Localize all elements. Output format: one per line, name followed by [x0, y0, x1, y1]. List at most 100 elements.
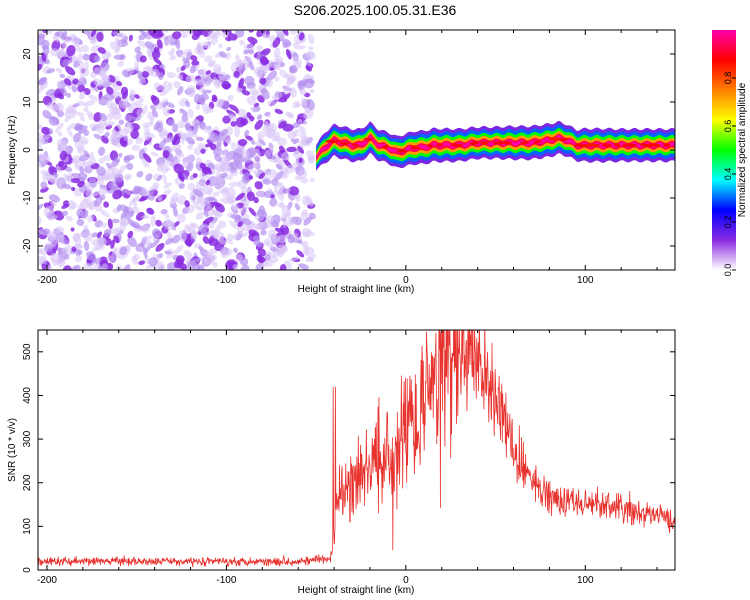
noise-speckle	[282, 42, 289, 49]
ridge-peak	[427, 144, 434, 148]
noise-speckle	[258, 256, 266, 264]
noise-speckle	[137, 70, 143, 79]
noise-speckle	[109, 134, 119, 145]
noise-speckle	[286, 146, 297, 153]
noise-speckle	[204, 196, 216, 201]
noise-speckle	[197, 142, 205, 150]
noise-speckle	[205, 251, 213, 260]
noise-speckle	[61, 30, 68, 41]
noise-speckle	[277, 137, 287, 146]
noise-speckle	[72, 111, 85, 116]
noise-speckle	[77, 84, 86, 93]
noise-speckle	[150, 151, 159, 157]
noise-speckle	[75, 249, 82, 257]
noise-speckle	[122, 69, 130, 78]
noise-speckle	[133, 197, 139, 203]
noise-speckle	[187, 182, 196, 191]
noise-speckle	[203, 186, 214, 195]
noise-speckle	[270, 194, 275, 199]
noise-speckle	[177, 171, 185, 182]
noise-speckle	[297, 118, 303, 124]
noise-speckle	[114, 226, 123, 236]
noise-speckle	[273, 47, 281, 58]
snr-series-line	[38, 330, 675, 568]
noise-speckle	[151, 68, 160, 78]
noise-speckle	[274, 108, 284, 115]
noise-speckle	[61, 183, 72, 190]
noise-speckle	[95, 245, 105, 251]
noise-speckle	[233, 230, 243, 240]
noise-speckle	[83, 240, 90, 252]
snr-y-tick-label: 500	[22, 343, 33, 360]
noise-speckle	[225, 155, 231, 163]
noise-speckle	[151, 49, 161, 59]
noise-speckle	[114, 36, 122, 48]
snr-y-tick-label: 0	[22, 567, 33, 573]
noise-speckle	[48, 128, 54, 134]
noise-speckle	[61, 87, 67, 97]
noise-speckle	[126, 162, 134, 171]
noise-speckle	[163, 182, 173, 189]
noise-speckle	[306, 99, 315, 111]
noise-speckle	[211, 96, 218, 103]
noise-speckle	[162, 173, 168, 185]
noise-speckle	[215, 98, 225, 108]
noise-speckle	[197, 264, 205, 270]
ridge-peak	[573, 143, 589, 147]
noise-speckle	[289, 87, 297, 98]
noise-speckle	[192, 123, 199, 135]
noise-speckle	[56, 131, 63, 137]
noise-speckle	[93, 196, 103, 207]
noise-speckle	[83, 224, 89, 230]
noise-speckle	[195, 211, 205, 220]
noise-speckle	[287, 112, 294, 119]
noise-speckle	[253, 235, 261, 242]
noise-speckle	[176, 49, 186, 59]
noise-speckle	[268, 142, 274, 149]
noise-speckle	[108, 181, 118, 191]
noise-speckle	[63, 173, 72, 184]
noise-speckle	[123, 264, 131, 270]
noise-speckle	[194, 44, 205, 55]
noise-speckle	[228, 181, 240, 187]
noise-speckle	[183, 60, 191, 69]
noise-speckle	[105, 50, 112, 58]
noise-speckle	[283, 92, 291, 101]
spectrogram-y-tick-label: -20	[22, 238, 33, 253]
noise-speckle	[132, 189, 141, 195]
noise-speckle	[44, 134, 50, 140]
noise-speckle	[212, 63, 222, 75]
noise-speckle	[250, 138, 256, 145]
noise-speckle	[195, 104, 201, 110]
ridge-peak	[396, 149, 408, 153]
noise-speckle	[70, 177, 80, 184]
noise-speckle	[238, 77, 245, 89]
noise-speckle	[309, 88, 315, 94]
noise-speckle	[305, 50, 315, 58]
noise-speckle	[275, 244, 287, 255]
noise-speckle	[230, 203, 239, 211]
noise-speckle	[115, 264, 124, 270]
noise-speckle	[187, 108, 194, 118]
noise-speckle	[241, 172, 252, 184]
noise-speckle	[238, 59, 244, 66]
noise-speckle	[274, 76, 280, 82]
noise-speckle	[202, 236, 210, 244]
noise-speckle	[204, 257, 210, 265]
noise-speckle	[271, 61, 283, 69]
noise-speckle	[42, 30, 48, 34]
noise-speckle	[286, 218, 297, 227]
noise-speckle	[285, 165, 295, 174]
noise-speckle	[296, 250, 305, 258]
noise-speckle	[183, 250, 193, 260]
noise-speckle	[234, 214, 242, 223]
noise-speckle	[155, 243, 165, 252]
noise-speckle	[150, 215, 156, 227]
noise-speckle	[71, 246, 77, 253]
noise-speckle	[253, 239, 263, 247]
noise-speckle	[243, 49, 250, 55]
noise-speckle	[176, 195, 187, 205]
noise-speckle	[57, 160, 65, 168]
noise-speckle	[136, 108, 144, 119]
noise-speckle	[71, 186, 76, 192]
